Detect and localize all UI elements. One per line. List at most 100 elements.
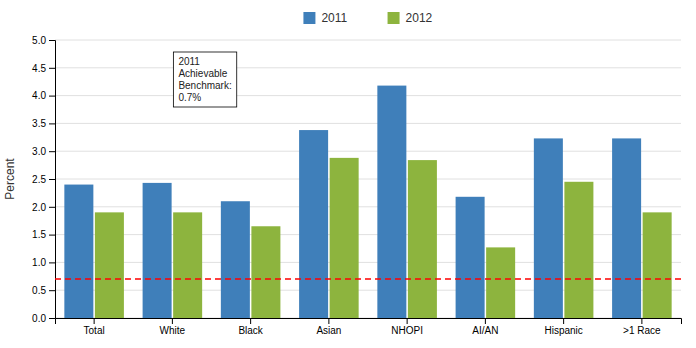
- x-tick-mark: [94, 318, 95, 324]
- bar: [486, 247, 515, 318]
- y-tick: 3.5: [32, 118, 55, 129]
- x-tick-mark: [407, 318, 408, 324]
- legend: 2011 2012: [303, 11, 432, 25]
- series: [95, 158, 672, 318]
- y-tick: 1.5: [32, 229, 55, 240]
- x-tick-label: NHOPI: [391, 325, 423, 336]
- y-tick-label: 2.5: [32, 174, 46, 185]
- bar: [330, 158, 359, 318]
- grid-line: [55, 67, 681, 68]
- x-tick-label: >1 Race: [623, 325, 661, 336]
- y-axis-line: [49, 41, 56, 319]
- y-tick: 5.0: [32, 35, 55, 46]
- legend-label: 2011: [321, 11, 347, 25]
- x-tick-label: Black: [238, 325, 263, 336]
- marks: [55, 86, 681, 318]
- bar: [251, 226, 280, 318]
- x-tick: NHOPI: [391, 318, 423, 336]
- plot: 0.0 0.5 1.0 1.5 2.0 2.5 3.0 3.5 4.0 4.5 5.0 Total Wh…: [32, 35, 681, 336]
- y-tick-mark: [49, 123, 55, 124]
- x-tick: Black: [238, 318, 263, 336]
- y-tick-mark: [49, 68, 55, 69]
- y-tick-label: 1.0: [32, 257, 46, 268]
- annotation-line: Benchmark:: [178, 80, 231, 91]
- x-tick: White: [160, 318, 186, 336]
- legend-label: 2012: [406, 11, 433, 25]
- x-tick: AI/AN: [472, 318, 498, 336]
- y-tick-label: 1.5: [32, 229, 46, 240]
- y-tick-mark: [49, 151, 55, 152]
- y-tick: 4.0: [32, 90, 55, 101]
- legend-item: 2011: [303, 11, 347, 25]
- benchmark-line: [55, 278, 681, 280]
- x-tick-label: White: [160, 325, 186, 336]
- bar: [95, 212, 124, 318]
- annotation-line: 2011: [178, 56, 200, 67]
- y-tick-mark: [49, 235, 55, 236]
- annotation-line: Achievable: [178, 68, 227, 79]
- y-tick: 4.5: [32, 63, 55, 74]
- x-tick-mark: [250, 318, 251, 324]
- bar: [377, 86, 406, 318]
- legend-swatch: [388, 12, 400, 24]
- x-tick-label: Total: [84, 325, 105, 336]
- bar: [643, 212, 672, 318]
- y-tick: 2.0: [32, 202, 55, 213]
- annotation-box: [173, 52, 236, 107]
- y-tick-mark: [49, 318, 55, 319]
- y-tick: 0.0: [32, 313, 55, 324]
- x-tick: Asian: [316, 318, 341, 336]
- y-axis-title: Percent: [3, 158, 17, 200]
- x-axis-line: [56, 319, 682, 325]
- grid: [55, 40, 681, 318]
- grid-line: [55, 151, 681, 152]
- bar: [143, 183, 172, 318]
- bar: [456, 197, 485, 318]
- legend-swatch: [303, 12, 315, 24]
- y-tick: 1.0: [32, 257, 55, 268]
- y-tick-mark: [49, 262, 55, 263]
- y-tick-label: 0.5: [32, 285, 46, 296]
- y-tick-label: 2.0: [32, 202, 46, 213]
- y-tick-mark: [49, 207, 55, 208]
- grid-line: [55, 95, 681, 96]
- chart: 0.0 0.5 1.0 1.5 2.0 2.5 3.0 3.5 4.0 4.5 5.0 Total Wh…: [0, 0, 696, 348]
- y-tick-label: 3.0: [32, 146, 46, 157]
- x-tick-mark: [328, 318, 329, 324]
- y-tick: 0.5: [32, 285, 55, 296]
- bar: [408, 160, 437, 318]
- x-axis: Total White Black Asian NHOPI AI/AN Hispanic >1…: [56, 318, 682, 336]
- bar: [64, 185, 93, 318]
- bar: [534, 138, 563, 318]
- bar: [299, 130, 328, 318]
- grid-line: [55, 40, 681, 41]
- bar: [612, 138, 641, 318]
- x-tick-mark: [485, 318, 486, 324]
- x-tick-mark: [641, 318, 642, 324]
- y-tick-label: 4.0: [32, 90, 46, 101]
- annotation-text: 2011AchievableBenchmark:0.7%: [178, 56, 231, 103]
- y-axis: 0.0 0.5 1.0 1.5 2.0 2.5 3.0 3.5 4.0 4.5 5.0: [32, 35, 55, 324]
- annotation-line: 0.7%: [178, 92, 201, 103]
- x-tick-label: Hispanic: [544, 325, 582, 336]
- x-tick: Total: [84, 318, 105, 336]
- bar: [564, 182, 593, 318]
- x-tick: >1 Race: [623, 318, 661, 336]
- bar: [173, 212, 202, 318]
- x-tick-label: AI/AN: [472, 325, 498, 336]
- x-tick-mark: [563, 318, 564, 324]
- x-tick-label: Asian: [316, 325, 341, 336]
- series: [64, 86, 641, 318]
- y-tick-label: 4.5: [32, 63, 46, 74]
- y-tick-label: 0.0: [32, 313, 46, 324]
- y-tick-mark: [49, 290, 55, 291]
- y-tick-mark: [49, 40, 55, 41]
- annotation: 2011AchievableBenchmark:0.7%: [173, 52, 236, 107]
- legend-item: 2012: [388, 11, 433, 25]
- y-tick: 3.0: [32, 146, 55, 157]
- bar: [221, 201, 250, 318]
- x-tick: Hispanic: [544, 318, 582, 336]
- y-tick-label: 3.5: [32, 118, 46, 129]
- x-tick-mark: [172, 318, 173, 324]
- y-tick-mark: [49, 96, 55, 97]
